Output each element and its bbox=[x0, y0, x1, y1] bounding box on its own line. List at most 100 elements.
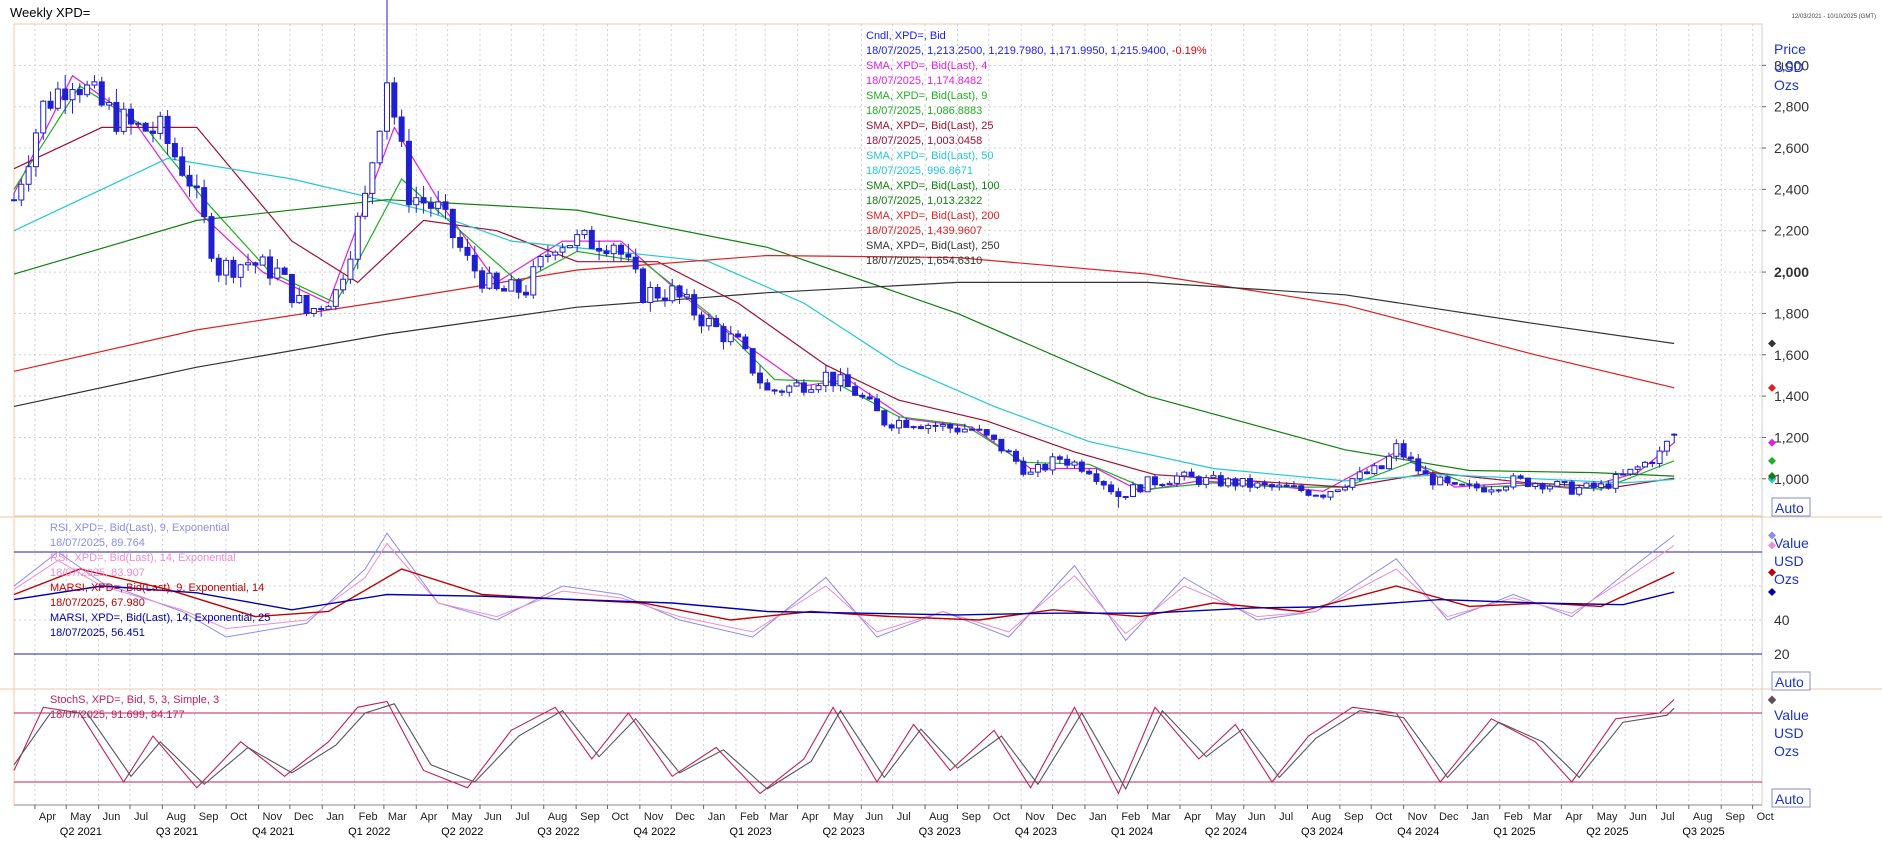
marker-rsi9 bbox=[1768, 531, 1776, 540]
candle bbox=[830, 371, 837, 392]
candle bbox=[1364, 468, 1371, 475]
candle-body bbox=[976, 428, 983, 431]
rsi-auto-button[interactable]: Auto bbox=[1771, 671, 1811, 691]
candle bbox=[135, 121, 142, 128]
candle bbox=[983, 428, 990, 438]
candle-body bbox=[713, 317, 720, 328]
candle bbox=[1159, 483, 1166, 488]
candle-body bbox=[266, 256, 273, 279]
candle bbox=[1488, 485, 1495, 496]
candle bbox=[1122, 495, 1129, 501]
candle-body bbox=[727, 333, 734, 343]
candle-body bbox=[25, 166, 32, 185]
x-quarter-label: Q2 2022 bbox=[441, 826, 483, 838]
candle-body bbox=[574, 234, 581, 247]
candle-body bbox=[142, 122, 149, 132]
candle-body bbox=[1078, 461, 1085, 472]
candle bbox=[201, 179, 208, 224]
stoch-auto-button[interactable]: Auto bbox=[1771, 788, 1811, 808]
candle-body bbox=[164, 115, 171, 145]
candle bbox=[1451, 482, 1458, 486]
candle bbox=[1320, 493, 1327, 500]
candle-body bbox=[479, 270, 486, 289]
candle bbox=[976, 424, 983, 431]
price-auto-button[interactable]: Auto bbox=[1771, 497, 1811, 517]
rsi-legend-line: 18/07/2025, 56.451 bbox=[50, 627, 145, 639]
candle-body bbox=[54, 88, 61, 109]
candle-body bbox=[859, 394, 866, 398]
candle bbox=[515, 277, 522, 299]
candle-body bbox=[384, 82, 391, 132]
x-month-label: Jun bbox=[484, 811, 502, 823]
price-legend-line: SMA, XPD=, Bid(Last), 4 bbox=[866, 60, 987, 72]
candle-body bbox=[1210, 475, 1217, 479]
candle bbox=[1327, 491, 1334, 501]
candle-body bbox=[793, 382, 800, 387]
candle bbox=[1524, 477, 1531, 488]
x-month-label: Oct bbox=[1375, 811, 1392, 823]
price-legend-line: SMA, XPD=, Bid(Last), 200 bbox=[866, 210, 1000, 222]
candle-body bbox=[1056, 456, 1063, 460]
candle-body bbox=[1108, 484, 1115, 493]
price-legend-line: SMA, XPD=, Bid(Last), 100 bbox=[866, 180, 1000, 192]
candle bbox=[449, 208, 456, 249]
x-month-label: Apr bbox=[420, 811, 437, 823]
stoch-axis-unit-ozs: Ozs bbox=[1774, 743, 1799, 759]
x-month-label: Aug bbox=[548, 811, 568, 823]
candle bbox=[259, 254, 266, 266]
candle-body bbox=[581, 229, 588, 236]
x-month-label: Oct bbox=[611, 811, 628, 823]
candle bbox=[903, 418, 910, 428]
candle bbox=[84, 80, 91, 98]
candle-body bbox=[1334, 489, 1341, 493]
candle bbox=[1108, 481, 1115, 495]
candle bbox=[369, 161, 376, 205]
candle bbox=[1217, 472, 1224, 488]
candle-body bbox=[1568, 481, 1575, 495]
x-quarter-label: Q1 2022 bbox=[348, 826, 390, 838]
rsi-legend-line: 18/07/2025, 89.764 bbox=[50, 537, 145, 549]
candle-body bbox=[369, 162, 376, 194]
price-sma-lines bbox=[13, 74, 1675, 492]
candle-body bbox=[515, 279, 522, 293]
price-legend-line: 18/07/2025, 1,174.8482 bbox=[866, 75, 982, 87]
price-candles[interactable] bbox=[11, 0, 1678, 508]
candle bbox=[1093, 468, 1100, 485]
price-axis-label: Price bbox=[1774, 41, 1806, 57]
x-month-label: Sep bbox=[580, 811, 600, 823]
x-quarter-label: Q4 2021 bbox=[252, 826, 294, 838]
x-month-label: Jun bbox=[865, 811, 883, 823]
candle bbox=[1407, 451, 1414, 463]
candle-body bbox=[1356, 471, 1363, 480]
candle-body bbox=[1663, 440, 1670, 452]
last-value-markers bbox=[1768, 339, 1776, 705]
candle-body bbox=[1532, 483, 1539, 487]
candle bbox=[1210, 470, 1217, 479]
candle bbox=[1422, 465, 1429, 475]
price-ytick-label: 2,600 bbox=[1774, 140, 1809, 156]
candle-body bbox=[1539, 483, 1546, 490]
x-month-label: Apr bbox=[1565, 811, 1582, 823]
price-ytick-label: 1,800 bbox=[1774, 305, 1809, 321]
candle-body bbox=[354, 215, 361, 260]
candle-body bbox=[493, 272, 500, 290]
candle-body bbox=[435, 201, 442, 209]
candle bbox=[318, 305, 325, 317]
price-legend-line: SMA, XPD=, Bid(Last), 25 bbox=[866, 120, 993, 132]
x-quarter-label: Q2 2023 bbox=[822, 826, 864, 838]
rsi-legend-line: RSI, XPD=, Bid(Last), 14, Exponential bbox=[50, 552, 236, 564]
candle bbox=[1290, 480, 1297, 488]
candle bbox=[917, 424, 924, 430]
candle bbox=[1356, 466, 1363, 481]
candle-body bbox=[1429, 473, 1436, 486]
stoch-axis-label: Value bbox=[1774, 707, 1809, 723]
candle bbox=[442, 194, 449, 220]
candle-body bbox=[1312, 494, 1319, 497]
candle bbox=[947, 422, 954, 434]
rsi-axis-unit-ozs: Ozs bbox=[1774, 571, 1799, 587]
stoch-line-d bbox=[13, 703, 1675, 791]
candle-body bbox=[698, 314, 705, 327]
stoch-legend-line: 18/07/2025, 91.699, 84.177 bbox=[50, 709, 185, 721]
candle-body bbox=[983, 429, 990, 436]
